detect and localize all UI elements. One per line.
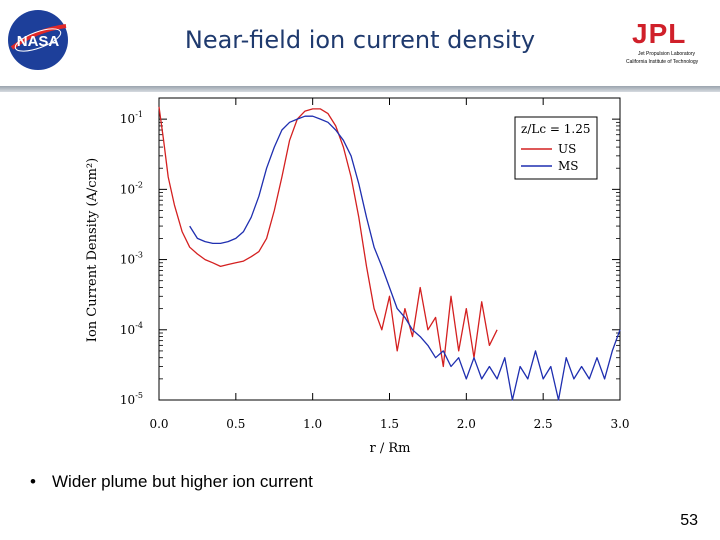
- legend-title: z/Lc = 1.25: [521, 122, 590, 136]
- nasa-logo-text: NASA: [17, 33, 60, 50]
- x-tick-label: 1.5: [380, 417, 399, 431]
- legend-label-ms: MS: [558, 159, 579, 173]
- bullet-symbol: •: [30, 472, 36, 491]
- header-divider: [0, 86, 720, 92]
- series-lines: [158, 106, 621, 401]
- series-line-ms: [189, 115, 621, 401]
- x-tick-label: 0.5: [226, 417, 245, 431]
- x-axis-label: r / Rm: [370, 441, 411, 456]
- slide-header: NASA Near-field ion current density JPL …: [0, 0, 720, 90]
- legend: z/Lc = 1.25 US MS: [514, 116, 598, 180]
- x-tick-label: 3.0: [610, 417, 629, 431]
- y-tick-label: 10-4: [120, 321, 143, 337]
- x-axis-ticks: 0.0 0.5 1.0 1.5 2.0 2.5 3.0: [149, 98, 630, 431]
- jpl-logo-letters: JPL: [632, 18, 687, 49]
- ion-current-chart: 0.0 0.5 1.0 1.5 2.0 2.5 3.0 10-110-210-310-410…: [85, 97, 630, 456]
- page-number: 53: [680, 512, 698, 529]
- series-line-us: [158, 106, 498, 368]
- y-tick-label: 10-3: [120, 251, 143, 267]
- x-tick-label: 2.5: [534, 417, 553, 431]
- y-tick-label: 10-2: [120, 180, 143, 196]
- x-tick-label: 2.0: [457, 417, 476, 431]
- legend-label-us: US: [558, 142, 576, 156]
- slide-title: Near-field ion current density: [184, 26, 536, 54]
- jpl-logo-line1: Jet Propulsion Laboratory: [638, 51, 695, 57]
- y-tick-label: 10-5: [120, 391, 143, 407]
- legend-box: [514, 116, 598, 180]
- y-axis-ticks: 10-1 10-2 10-3 10-4 10-5: [120, 97, 620, 407]
- bullet-point: • Wider plume but higher ion current: [30, 472, 313, 492]
- y-axis-label: Ion Current Density (A/cm²): [85, 158, 100, 342]
- x-tick-label: 1.0: [303, 417, 322, 431]
- bullet-text: Wider plume but higher ion current: [52, 472, 313, 491]
- y-tick-label: 10-1: [120, 110, 143, 126]
- x-tick-label: 0.0: [149, 417, 168, 431]
- jpl-logo-line2: California Institute of Technology: [626, 59, 699, 65]
- jpl-logo: JPL Jet Propulsion Laboratory California…: [620, 18, 716, 70]
- nasa-logo: NASA: [8, 10, 68, 70]
